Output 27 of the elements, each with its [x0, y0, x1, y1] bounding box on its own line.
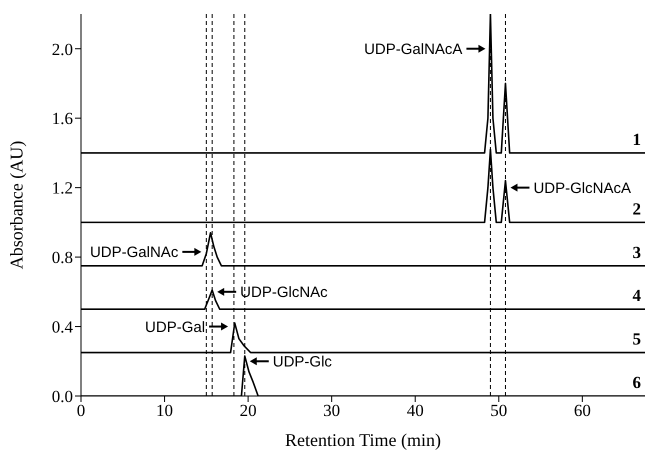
x-tick-label: 60 [574, 401, 591, 420]
series-label: 2 [632, 199, 641, 218]
x-tick-label: 10 [156, 401, 174, 420]
x-tick-label: 0 [76, 401, 86, 420]
annotation: UDP-GlcNAcA [533, 180, 631, 197]
y-tick-label: 1.6 [52, 109, 73, 128]
y-tick-label: 2.0 [52, 40, 73, 59]
annotation: UDP-GlcNAc [240, 284, 328, 302]
x-tick-label: 20 [240, 401, 257, 420]
annotation: UDP-GalNAcA [364, 40, 462, 58]
y-tick-label: 0.4 [52, 318, 74, 337]
y-axis-title: Absorbance (AU) [6, 140, 26, 270]
annotation: UDP-Glc [272, 354, 332, 371]
series-label: 1 [632, 130, 641, 149]
x-tick-label: 40 [406, 401, 424, 420]
x-tick-label: 50 [490, 401, 508, 420]
x-axis-title: Retention Time (min) [284, 430, 442, 450]
series-label: 3 [632, 242, 641, 262]
annotation: UDP-GalNAc [90, 244, 179, 262]
y-tick-label: 0.0 [52, 387, 73, 406]
series-label: 5 [632, 330, 641, 349]
series-label: 6 [632, 373, 641, 392]
y-tick-label: 0.8 [52, 248, 73, 268]
series-label: 4 [632, 286, 642, 306]
x-tick-label: 30 [323, 401, 340, 420]
y-tick-label: 1.2 [52, 178, 73, 198]
annotation: UDP-Gal [145, 318, 206, 336]
